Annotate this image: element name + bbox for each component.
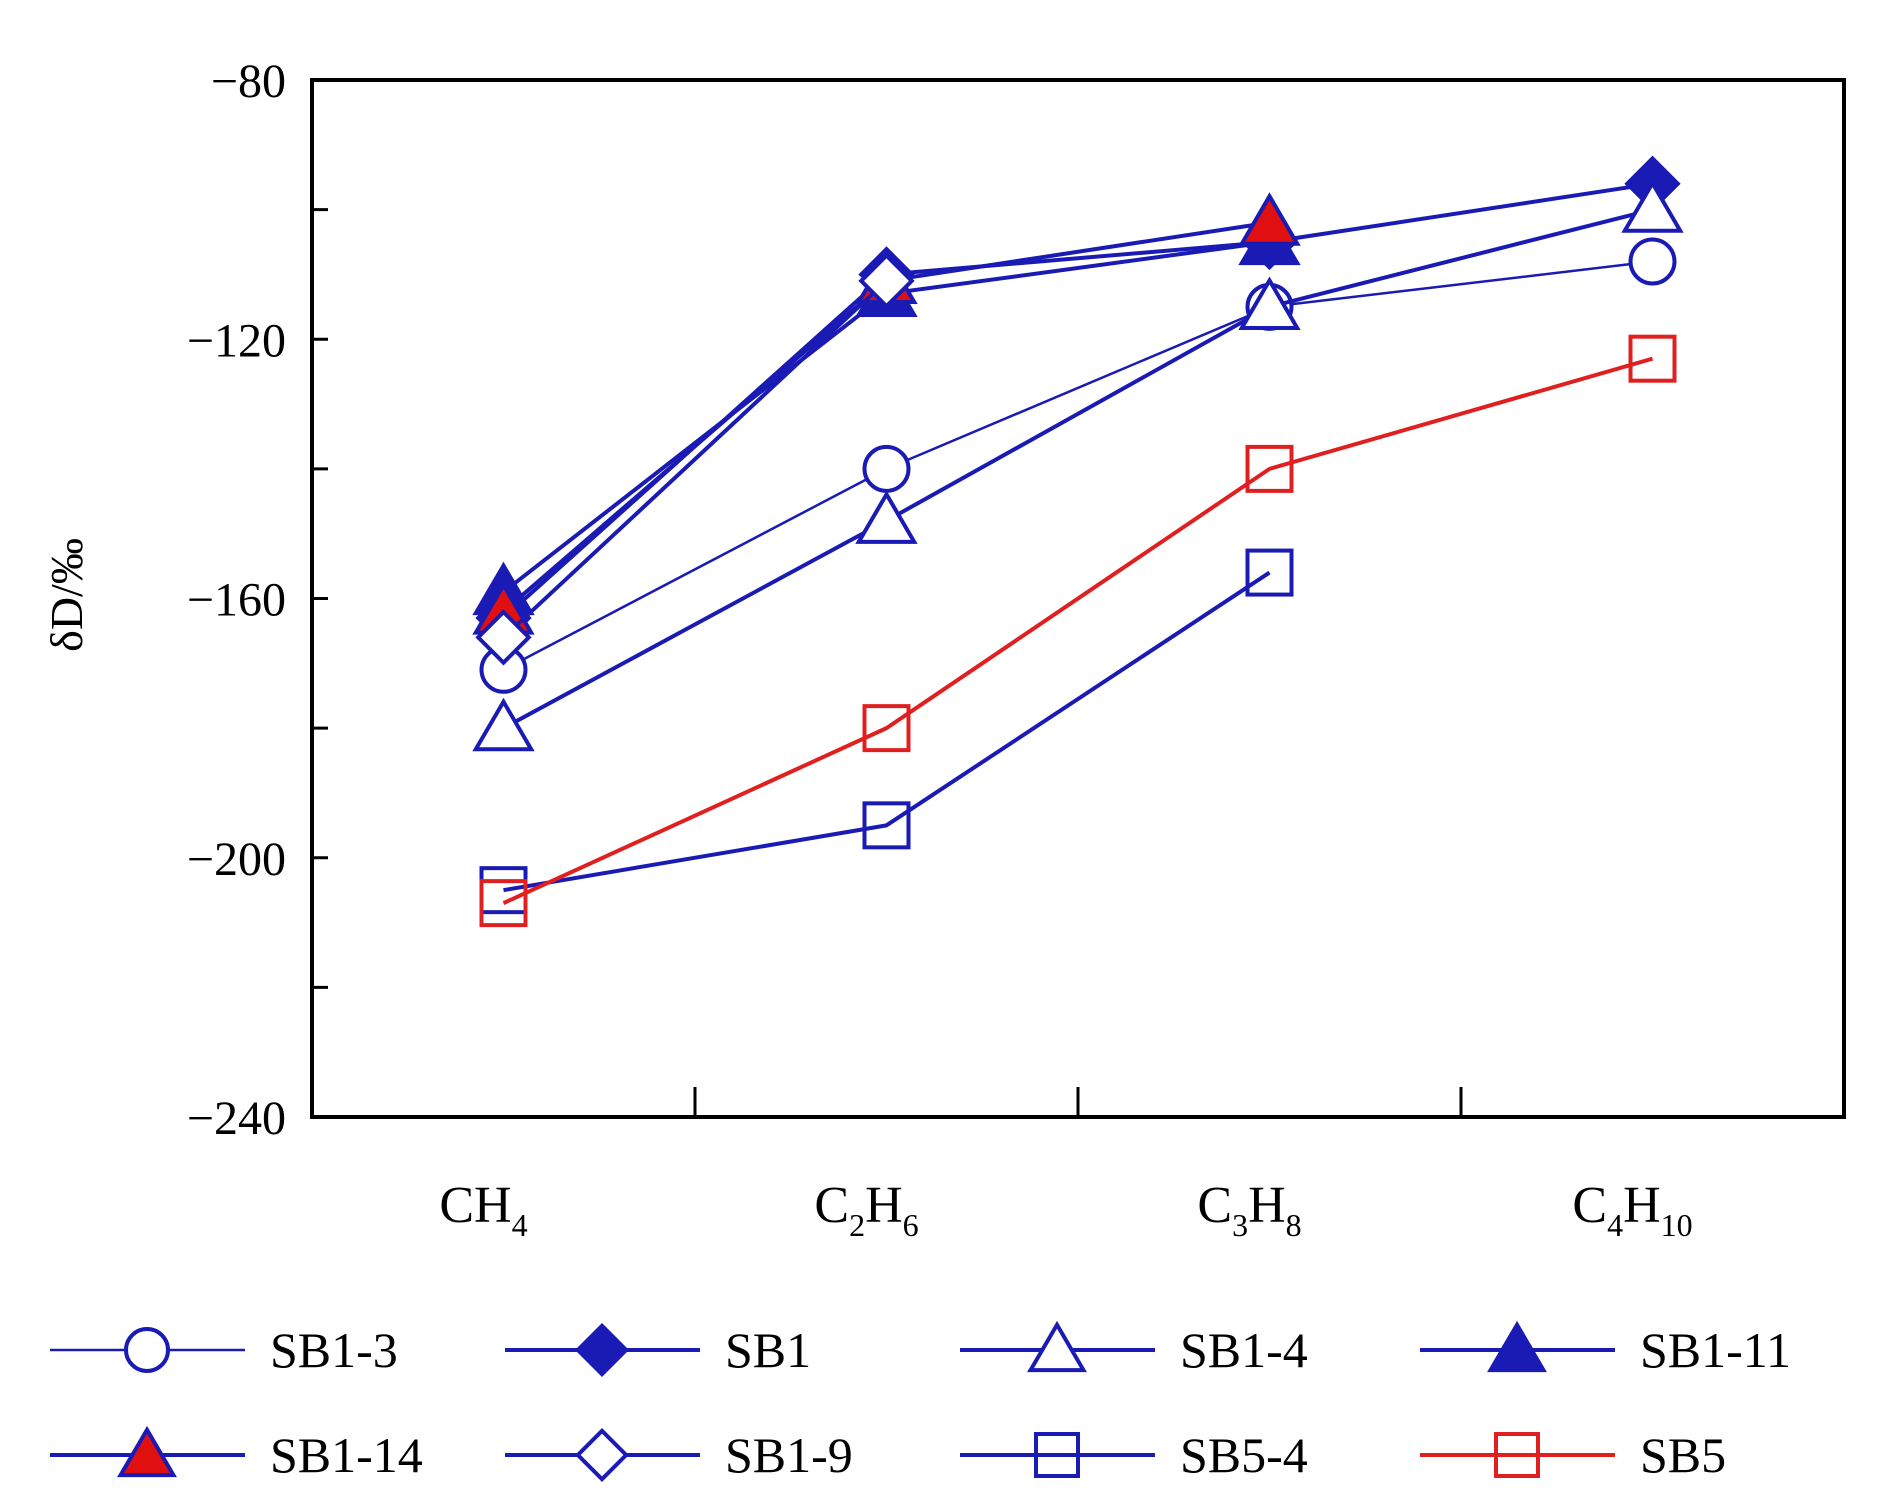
data-point-sb1-14 bbox=[1238, 192, 1301, 246]
legend-item-sb1-9: SB1-9 bbox=[505, 1427, 853, 1483]
legend-label: SB1-11 bbox=[1640, 1322, 1791, 1378]
x-tick-label: CH4 bbox=[439, 1177, 527, 1243]
series-sb1 bbox=[475, 155, 1681, 647]
axes: −80 −120 −160 −200 −240 CH4 C2H6 C3H8 C4H10 bbox=[187, 55, 1846, 1243]
data-point-sb5 bbox=[862, 704, 911, 753]
series-sb5 bbox=[479, 334, 1677, 928]
data-point-sb1-4 bbox=[1621, 179, 1684, 233]
legend-item-sb1-3: SB1-3 bbox=[50, 1322, 398, 1378]
y-tick-label: −200 bbox=[187, 833, 286, 886]
data-point-sb1-3 bbox=[862, 444, 911, 493]
legend-marker bbox=[575, 1323, 629, 1377]
legend-item-sb5-4: SB5-4 bbox=[960, 1427, 1308, 1483]
legend-marker bbox=[124, 1327, 170, 1373]
data-point-sb5-4 bbox=[862, 801, 911, 850]
data-point-sb5 bbox=[1245, 444, 1294, 493]
legend-label: SB1 bbox=[725, 1322, 811, 1378]
legend-item-sb1-11: SB1-11 bbox=[1420, 1320, 1791, 1378]
legend-item-sb1-4: SB1-4 bbox=[960, 1320, 1308, 1378]
legend-item-sb1-14: SB1-14 bbox=[50, 1425, 423, 1483]
series-line-sb1-4 bbox=[502, 207, 1653, 730]
series-line-sb5 bbox=[502, 356, 1654, 905]
legend-item-sb5: SB5 bbox=[1420, 1427, 1726, 1483]
legend-label: SB1-9 bbox=[725, 1427, 853, 1483]
series-layer bbox=[472, 155, 1684, 928]
legend-marker bbox=[117, 1425, 177, 1478]
legend-marker bbox=[1027, 1320, 1087, 1373]
legend-marker bbox=[1034, 1432, 1080, 1478]
series-line-sb1-9 bbox=[502, 279, 888, 639]
data-point-sb5 bbox=[1628, 334, 1677, 383]
x-tick-label: C4H10 bbox=[1572, 1177, 1692, 1243]
y-tick-label: −160 bbox=[187, 574, 286, 627]
series-line-sb5-4 bbox=[503, 570, 1271, 893]
data-point-sb1-3 bbox=[1628, 237, 1677, 286]
data-point-sb1-4 bbox=[855, 490, 918, 544]
y-tick-label: −80 bbox=[211, 55, 286, 108]
data-point-sb1-9 bbox=[858, 252, 915, 310]
data-point-sb5 bbox=[479, 879, 528, 928]
legend-label: SB1-3 bbox=[270, 1322, 398, 1378]
y-tick-label: −120 bbox=[187, 314, 286, 367]
y-tick-label: −240 bbox=[187, 1092, 286, 1145]
data-point-sb5-4 bbox=[1245, 548, 1294, 597]
legend-label: SB1-4 bbox=[1180, 1322, 1308, 1378]
y-axis-label: δD/‰ bbox=[41, 538, 92, 652]
legend-marker bbox=[575, 1428, 629, 1482]
x-tick-label: C3H8 bbox=[1197, 1177, 1301, 1243]
data-point-sb1-4 bbox=[472, 697, 535, 752]
data-point-sb1-4 bbox=[1238, 276, 1301, 330]
series-line-sb1-3 bbox=[502, 260, 1653, 671]
x-tick-label: C2H6 bbox=[814, 1177, 918, 1243]
legend-marker bbox=[1487, 1320, 1547, 1373]
legend-label: SB1-14 bbox=[270, 1427, 423, 1483]
legend-label: SB5 bbox=[1640, 1427, 1726, 1483]
series-sb1-4 bbox=[472, 179, 1684, 752]
legend: SB1-3 SB1 SB1-4 SB1-11 SB1-14 SB1-9 SB5-4 SB5 bbox=[50, 1320, 1791, 1483]
legend-marker bbox=[1494, 1432, 1540, 1478]
data-point-sb1-9 bbox=[475, 609, 532, 666]
legend-item-sb1: SB1 bbox=[505, 1322, 811, 1378]
series-sb1-9 bbox=[475, 252, 915, 666]
series-line-sb1 bbox=[502, 181, 1653, 620]
series-sb1-3 bbox=[479, 237, 1677, 694]
legend-label: SB5-4 bbox=[1180, 1427, 1308, 1483]
